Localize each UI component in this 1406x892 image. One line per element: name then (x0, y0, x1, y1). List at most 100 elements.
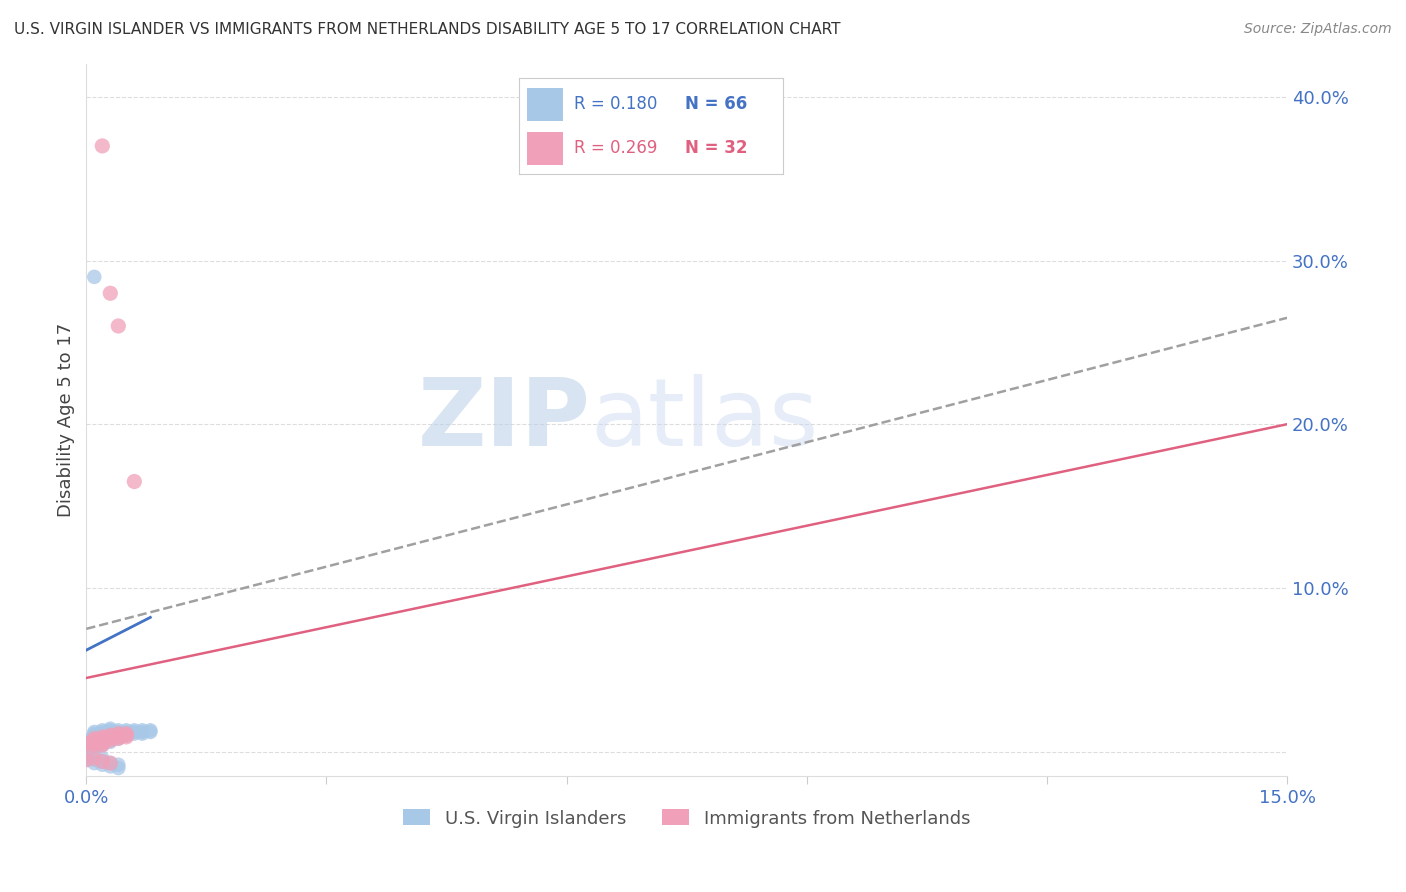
Point (115, 726, 138, 740)
Point (83, 726, 105, 740)
Point (91, 139, 114, 153)
Text: U.S. VIRGIN ISLANDER VS IMMIGRANTS FROM NETHERLANDS DISABILITY AGE 5 TO 17 CORRE: U.S. VIRGIN ISLANDER VS IMMIGRANTS FROM … (14, 22, 841, 37)
Point (124, 726, 146, 740)
Text: atlas: atlas (591, 374, 818, 467)
Point (131, 723, 153, 738)
Point (107, 730, 129, 744)
Point (91, 735, 114, 749)
Point (91, 730, 114, 744)
Point (139, 725, 162, 739)
Point (75, 749, 97, 764)
Point (98, 725, 121, 739)
Point (115, 728, 138, 742)
Point (83, 735, 105, 749)
Point (91, 731, 114, 746)
Point (91, 736, 114, 750)
Point (83, 728, 105, 742)
Point (98, 756, 121, 770)
Point (91, 726, 114, 740)
Point (131, 725, 153, 739)
Point (107, 318, 129, 333)
Point (83, 731, 105, 746)
Point (98, 731, 121, 746)
Point (83, 730, 105, 744)
Point (75, 735, 97, 749)
Point (98, 730, 121, 744)
Point (91, 730, 114, 744)
Point (124, 723, 146, 738)
Point (83, 731, 105, 746)
Point (83, 731, 105, 746)
Point (98, 728, 121, 742)
Point (83, 733, 105, 747)
Point (98, 722, 121, 736)
Point (107, 728, 129, 742)
Point (91, 757, 114, 772)
Point (107, 728, 129, 742)
Point (107, 726, 129, 740)
Point (75, 738, 97, 752)
Point (107, 731, 129, 746)
Point (83, 738, 105, 752)
Point (83, 733, 105, 747)
Point (91, 738, 114, 752)
Point (98, 733, 121, 747)
Point (83, 735, 105, 749)
Point (98, 728, 121, 742)
Point (91, 731, 114, 746)
Point (98, 735, 121, 749)
Point (131, 726, 153, 740)
Point (83, 751, 105, 765)
Point (91, 751, 114, 765)
Point (107, 725, 129, 739)
Text: Source: ZipAtlas.com: Source: ZipAtlas.com (1244, 22, 1392, 37)
Point (107, 726, 129, 740)
Point (107, 731, 129, 746)
Point (115, 723, 138, 738)
Point (83, 269, 105, 284)
Point (75, 738, 97, 752)
Point (115, 725, 138, 739)
Point (91, 755, 114, 769)
Point (83, 738, 105, 752)
Point (83, 739, 105, 754)
Point (91, 733, 114, 747)
Point (98, 731, 121, 746)
Point (91, 725, 114, 739)
Point (124, 475, 146, 489)
Point (91, 728, 114, 742)
Point (115, 730, 138, 744)
Y-axis label: Disability Age 5 to 17: Disability Age 5 to 17 (58, 323, 75, 517)
Legend: U.S. Virgin Islanders, Immigrants from Netherlands: U.S. Virgin Islanders, Immigrants from N… (396, 802, 977, 835)
Point (98, 733, 121, 747)
Point (83, 756, 105, 770)
Point (75, 733, 97, 747)
Point (91, 733, 114, 747)
Point (98, 756, 121, 770)
Point (75, 753, 97, 767)
Point (107, 757, 129, 772)
Point (107, 761, 129, 775)
Point (91, 738, 114, 752)
Point (83, 753, 105, 767)
Point (91, 755, 114, 769)
Point (91, 723, 114, 738)
Point (107, 730, 129, 744)
Point (83, 736, 105, 750)
Point (83, 749, 105, 764)
Point (124, 725, 146, 739)
Point (75, 736, 97, 750)
Point (83, 725, 105, 739)
Point (75, 736, 97, 750)
Point (83, 736, 105, 750)
Point (98, 730, 121, 744)
Point (91, 735, 114, 749)
Point (91, 733, 114, 747)
Point (98, 726, 121, 740)
Point (107, 723, 129, 738)
Text: ZIP: ZIP (418, 374, 591, 467)
Point (115, 726, 138, 740)
Point (91, 736, 114, 750)
Point (98, 286, 121, 301)
Point (115, 728, 138, 742)
